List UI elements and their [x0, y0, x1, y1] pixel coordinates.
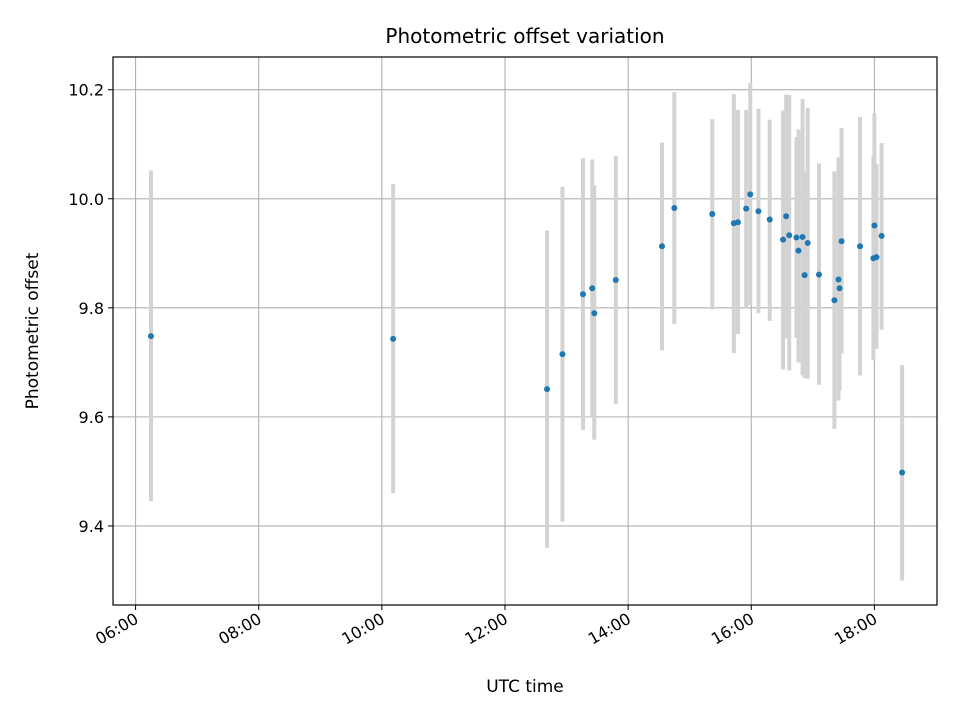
data-point [766, 216, 773, 223]
data-point [831, 297, 838, 304]
data-point [899, 469, 906, 476]
data-point [658, 243, 665, 250]
data-point [755, 208, 762, 215]
data-point [815, 271, 822, 278]
plot-frame [112, 56, 938, 606]
x-axis-label: UTC time [486, 677, 564, 697]
data-point [579, 291, 586, 298]
data-point [799, 233, 806, 240]
data-point [795, 247, 802, 254]
data-point [871, 222, 878, 229]
data-point [559, 351, 566, 358]
data-point [747, 191, 754, 198]
y-tick-label: 10.2 [68, 81, 104, 100]
data-point [390, 335, 397, 342]
data-point [591, 310, 598, 317]
data-point [793, 234, 800, 241]
data-points [147, 191, 906, 476]
data-point [671, 205, 678, 212]
data-point [835, 276, 842, 283]
data-point [873, 254, 880, 261]
y-axis-ticks: 9.4 9.6 9.8 10.0 10.2 [68, 81, 113, 536]
data-point [786, 232, 793, 239]
data-point [836, 285, 843, 292]
data-point [709, 211, 716, 218]
data-point [783, 213, 790, 220]
data-point [838, 238, 845, 245]
data-point [147, 333, 154, 340]
data-point [804, 239, 811, 246]
data-point [743, 205, 750, 212]
y-tick-label: 9.4 [79, 517, 104, 536]
data-point [544, 386, 551, 393]
data-point [801, 272, 808, 279]
y-axis-label: Photometric offset [23, 252, 43, 409]
data-point [734, 219, 741, 226]
y-tick-label: 10.0 [68, 190, 104, 209]
chart-title: Photometric offset variation [385, 24, 664, 48]
data-point [612, 277, 619, 284]
data-point [589, 285, 596, 292]
data-point [857, 243, 864, 250]
data-point [780, 236, 787, 243]
y-tick-label: 9.6 [79, 408, 104, 427]
y-tick-label: 9.8 [79, 299, 104, 318]
data-point [878, 232, 885, 239]
